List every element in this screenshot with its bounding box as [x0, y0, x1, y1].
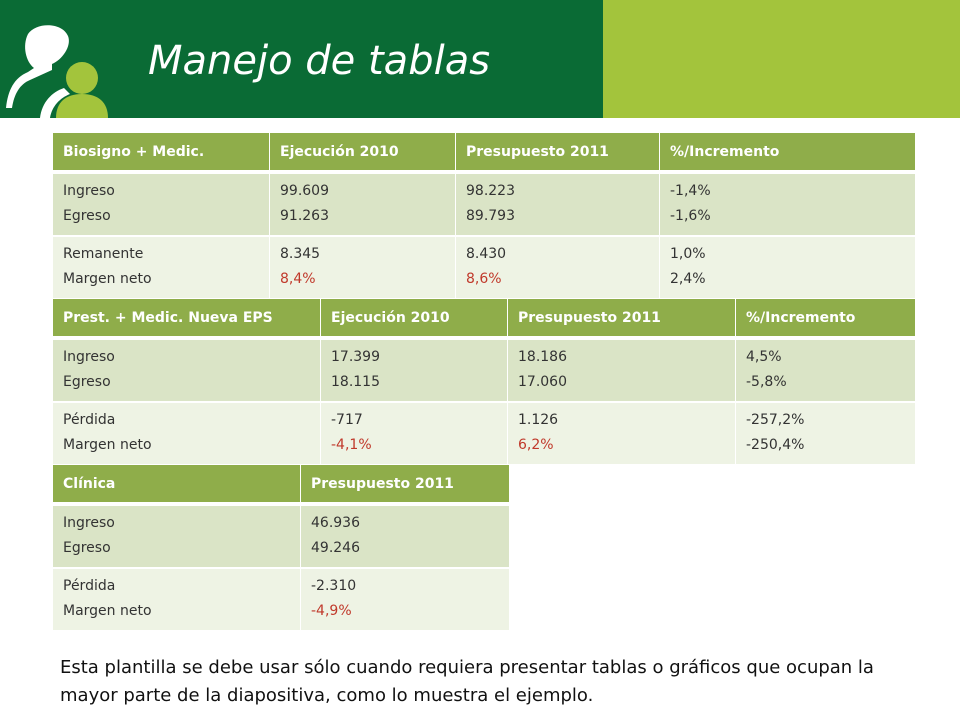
cell-value: 49.246 [311, 540, 360, 556]
row-label: Pérdida [63, 412, 116, 428]
table-header-row: Biosigno + Medic. Ejecución 2010 Presupu… [53, 133, 915, 170]
row-label: Margen neto [63, 437, 152, 453]
table-cell: Ingreso Egreso [53, 174, 270, 237]
cell-value: 91.263 [280, 208, 329, 224]
cell-value: 89.793 [466, 208, 515, 224]
cell-value: 6,2% [518, 437, 554, 453]
row-label: Ingreso [63, 515, 115, 531]
clinica-table: Clínica Presupuesto 2011 Ingreso Egreso 4… [53, 465, 509, 632]
table-row: Ingreso Egreso 46.936 49.246 [53, 506, 509, 569]
cell-value: 98.223 [466, 183, 515, 199]
row-label: Egreso [63, 374, 111, 390]
column-header: Ejecución 2010 [270, 133, 456, 170]
column-header: Presupuesto 2011 [301, 465, 509, 502]
cell-value: -1,4% [670, 183, 711, 199]
table-header-row: Clínica Presupuesto 2011 [53, 465, 509, 502]
row-label: Margen neto [63, 271, 152, 287]
table-cell: Pérdida Margen neto [53, 403, 321, 466]
cell-value: 1.126 [518, 412, 559, 428]
cell-value: 17.399 [331, 349, 380, 365]
table-row: Ingreso Egreso 99.609 91.263 98.223 89.793 … [53, 174, 915, 237]
table-cell: -2.310 -4,9% [301, 569, 509, 632]
table-cell: 4,5% -5,8% [736, 340, 915, 403]
cell-value: 1,0% [670, 246, 706, 262]
people-silhouette-icon [6, 25, 108, 118]
table-row: Ingreso Egreso 17.399 18.115 18.186 17.060 … [53, 340, 915, 403]
table-cell: -1,4% -1,6% [660, 174, 915, 237]
cell-value: -4,1% [331, 437, 372, 453]
row-label: Egreso [63, 540, 111, 556]
table-cell: Remanente Margen neto [53, 237, 270, 300]
table-cell: 18.186 17.060 [508, 340, 736, 403]
table-row: Pérdida Margen neto -2.310 -4,9% [53, 569, 509, 632]
cell-value: 8,4% [280, 271, 316, 287]
table-cell: 98.223 89.793 [456, 174, 660, 237]
cell-value: -4,9% [311, 603, 352, 619]
cell-value: 8,6% [466, 271, 502, 287]
header-bar [0, 0, 603, 118]
table-cell: 17.399 18.115 [321, 340, 508, 403]
footer-note: Esta plantilla se debe usar sólo cuando … [60, 657, 874, 706]
cell-value: -250,4% [746, 437, 805, 453]
nueva-eps-table: Prest. + Medic. Nueva EPS Ejecución 2010… [53, 299, 915, 466]
column-header: Clínica [53, 465, 301, 502]
cell-value: -2.310 [311, 578, 357, 594]
row-label: Ingreso [63, 183, 115, 199]
column-header: Presupuesto 2011 [456, 133, 660, 170]
cell-value: 2,4% [670, 271, 706, 287]
row-label: Pérdida [63, 578, 116, 594]
table-row: Remanente Margen neto 8.345 8,4% 8.430 8,6%… [53, 237, 915, 300]
table-cell: 1,0% 2,4% [660, 237, 915, 300]
cell-value: 4,5% [746, 349, 782, 365]
row-label: Egreso [63, 208, 111, 224]
biosigno-table: Biosigno + Medic. Ejecución 2010 Presupu… [53, 133, 915, 300]
column-header: Ejecución 2010 [321, 299, 508, 336]
cell-value: -5,8% [746, 374, 787, 390]
column-header: %/Incremento [660, 133, 915, 170]
cell-value: 99.609 [280, 183, 329, 199]
cell-value: 46.936 [311, 515, 360, 531]
cell-value: -257,2% [746, 412, 805, 428]
slide-title: Manejo de tablas [148, 38, 491, 84]
cell-value: -1,6% [670, 208, 711, 224]
table-cell: Ingreso Egreso [53, 340, 321, 403]
table-cell: Pérdida Margen neto [53, 569, 301, 632]
column-header: Presupuesto 2011 [508, 299, 736, 336]
table-cell: 8.345 8,4% [270, 237, 456, 300]
column-header: Biosigno + Medic. [53, 133, 270, 170]
row-label: Remanente [63, 246, 144, 262]
table-cell: 99.609 91.263 [270, 174, 456, 237]
cell-value: 8.430 [466, 246, 507, 262]
row-label: Ingreso [63, 349, 115, 365]
header-accent-block [603, 0, 960, 118]
table-cell: 8.430 8,6% [456, 237, 660, 300]
table-cell: -717 -4,1% [321, 403, 508, 466]
column-header: Prest. + Medic. Nueva EPS [53, 299, 321, 336]
cell-value: 8.345 [280, 246, 321, 262]
cell-value: -717 [331, 412, 363, 428]
column-header: %/Incremento [736, 299, 915, 336]
cell-value: 17.060 [518, 374, 567, 390]
table-cell: 1.126 6,2% [508, 403, 736, 466]
table-row: Pérdida Margen neto -717 -4,1% 1.126 6,2% -… [53, 403, 915, 466]
table-header-row: Prest. + Medic. Nueva EPS Ejecución 2010… [53, 299, 915, 336]
table-cell: -257,2% -250,4% [736, 403, 915, 466]
row-label: Margen neto [63, 603, 152, 619]
cell-value: 18.115 [331, 374, 380, 390]
cell-value: 18.186 [518, 349, 567, 365]
table-cell: 46.936 49.246 [301, 506, 509, 569]
table-cell: Ingreso Egreso [53, 506, 301, 569]
